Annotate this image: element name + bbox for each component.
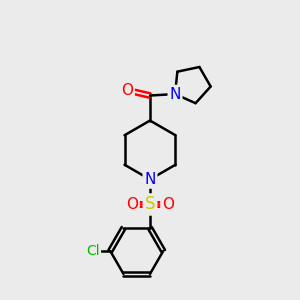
Text: N: N [144, 172, 156, 187]
Text: O: O [162, 197, 174, 212]
Text: O: O [162, 197, 174, 212]
Text: S: S [145, 196, 155, 214]
Text: S: S [145, 196, 155, 214]
Text: N: N [169, 87, 181, 102]
Text: O: O [121, 83, 133, 98]
Text: O: O [126, 197, 138, 212]
Text: O: O [126, 197, 138, 212]
Text: Cl: Cl [86, 244, 99, 258]
